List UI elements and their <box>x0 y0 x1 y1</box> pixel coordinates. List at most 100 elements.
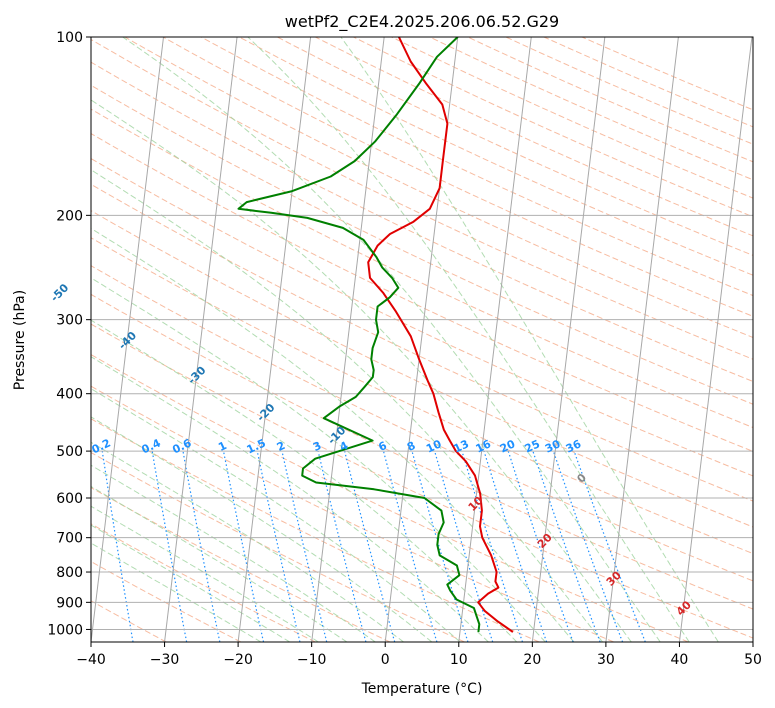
dry-adiabat-line <box>277 37 753 256</box>
x-tick-label: 10 <box>450 652 468 668</box>
x-tick-label: 50 <box>744 652 762 668</box>
dry-adiabat-line <box>91 210 753 528</box>
y-axis-label: Pressure (hPa) <box>12 290 28 390</box>
isotherm-line <box>17 37 90 642</box>
dry-adiabat-line <box>91 38 753 360</box>
moist-adiabat-line <box>247 37 690 642</box>
y-tick-label: 800 <box>56 565 83 581</box>
y-tick-label: 400 <box>56 387 83 403</box>
mixing-ratio-label: 30 <box>543 437 563 455</box>
x-tick-label: 20 <box>523 652 541 668</box>
mixing-ratio-line <box>532 450 601 642</box>
mixing-ratio-label: 10 <box>424 437 444 455</box>
dewpoint-profile-line <box>237 37 481 633</box>
dry-adiabat-line <box>91 523 316 642</box>
x-axis-label: Temperature (°C) <box>361 681 483 697</box>
dry-adiabat-line <box>91 385 614 642</box>
moist-adiabat-line <box>91 99 632 642</box>
isotherm-label: -20 <box>254 401 277 424</box>
dry-adiabat-line <box>467 37 753 163</box>
profile-lines <box>237 37 514 633</box>
mixing-ratio-line <box>317 450 367 642</box>
mixing-ratio-line <box>573 450 646 642</box>
isotherm-line <box>91 37 165 642</box>
moist-adiabat-line <box>91 277 546 642</box>
dry-adiabat-line <box>91 183 753 502</box>
isotherm-line <box>164 37 238 642</box>
mixing-ratio-line <box>434 450 494 642</box>
dry-adiabat-line <box>429 37 753 181</box>
dry-adiabat-line <box>91 237 753 555</box>
moist-adiabat-line <box>122 37 661 642</box>
moist-adiabat-label: 40 <box>674 598 694 618</box>
dry-adiabat-line <box>124 37 753 339</box>
mixing-ratio-line <box>256 450 301 642</box>
dry-adiabat-line <box>238 37 753 276</box>
isotherm-line <box>678 37 753 642</box>
isotherm-line <box>237 37 312 642</box>
dry-adiabat-line <box>91 323 753 639</box>
moist-adiabat-label: 10 <box>466 494 486 514</box>
x-tick-label: 0 <box>381 652 390 668</box>
isotherm-label: -30 <box>185 364 208 387</box>
moist-adiabat-line <box>91 485 348 642</box>
axes: −40 −30 −20 −10 0 10 20 30 40 5010020030040050060… <box>47 30 762 668</box>
dry-adiabat-line <box>200 37 753 297</box>
background-grid <box>17 37 753 642</box>
mixing-ratio-label: 20 <box>498 437 518 455</box>
x-tick-label: 30 <box>597 652 615 668</box>
temperature-profile-line <box>367 37 514 633</box>
mixing-ratio-line <box>461 450 524 642</box>
mixing-ratio-label: 6 <box>376 439 389 454</box>
dry-adiabat-line <box>162 37 753 317</box>
moist-adiabat-line <box>91 227 575 642</box>
isotherm-line <box>531 37 606 642</box>
y-tick-label: 1000 <box>47 622 83 638</box>
moist-adiabat-line <box>91 169 603 642</box>
mixing-ratio-label: 0.6 <box>170 436 193 456</box>
dry-adiabat-line <box>91 265 753 582</box>
y-tick-label: 500 <box>56 444 83 460</box>
isotherm-line <box>605 37 679 642</box>
mixing-ratio-label: 16 <box>474 437 494 455</box>
dry-adiabat-line <box>91 293 753 610</box>
mixing-ratio-label: 13 <box>452 437 471 455</box>
dry-adiabat-line <box>91 418 540 642</box>
mixing-ratio-line <box>182 450 221 642</box>
dry-adiabat-line <box>505 37 753 145</box>
dry-adiabat-line <box>353 37 753 218</box>
dry-adiabat-line <box>391 37 753 199</box>
dry-adiabat-line <box>91 486 391 642</box>
dry-adiabat-line <box>91 451 465 642</box>
mixing-ratio-line <box>411 450 469 642</box>
plot-frame <box>90 36 754 643</box>
moist-adiabat-line <box>91 542 262 642</box>
mixing-ratio-line <box>101 451 134 642</box>
mixing-ratio-line <box>281 450 328 642</box>
mixing-ratio-line <box>382 450 438 642</box>
mixing-ratio-label: 36 <box>564 437 584 455</box>
dry-adiabat-line <box>543 37 753 128</box>
mixing-ratio-label: 0.4 <box>140 436 163 456</box>
y-tick-label: 300 <box>56 313 83 329</box>
isotherm-line <box>311 37 385 642</box>
x-tick-label: −30 <box>150 652 180 668</box>
moist-adiabat-line <box>340 37 719 642</box>
moist-adiabat-line <box>91 319 518 642</box>
dry-adiabat-line <box>91 61 753 383</box>
dry-adiabat-line <box>91 354 689 642</box>
moist-adiabat-line <box>91 388 461 642</box>
mixing-ratio-label: 1.5 <box>245 436 268 456</box>
x-tick-label: −40 <box>76 652 106 668</box>
moist-adiabat-line <box>91 441 404 642</box>
y-tick-label: 200 <box>56 208 83 224</box>
isotherm-line <box>752 637 753 642</box>
dry-adiabat-line <box>91 132 753 452</box>
y-tick-label: 900 <box>56 595 83 611</box>
y-tick-label: 700 <box>56 531 83 547</box>
moist-adiabat-line <box>91 524 291 642</box>
dry-adiabat-line <box>91 108 753 429</box>
mixing-ratio-label: 25 <box>523 437 542 455</box>
chart-title: wetPf2_C2E4.2025.206.06.52.G29 <box>285 12 559 32</box>
